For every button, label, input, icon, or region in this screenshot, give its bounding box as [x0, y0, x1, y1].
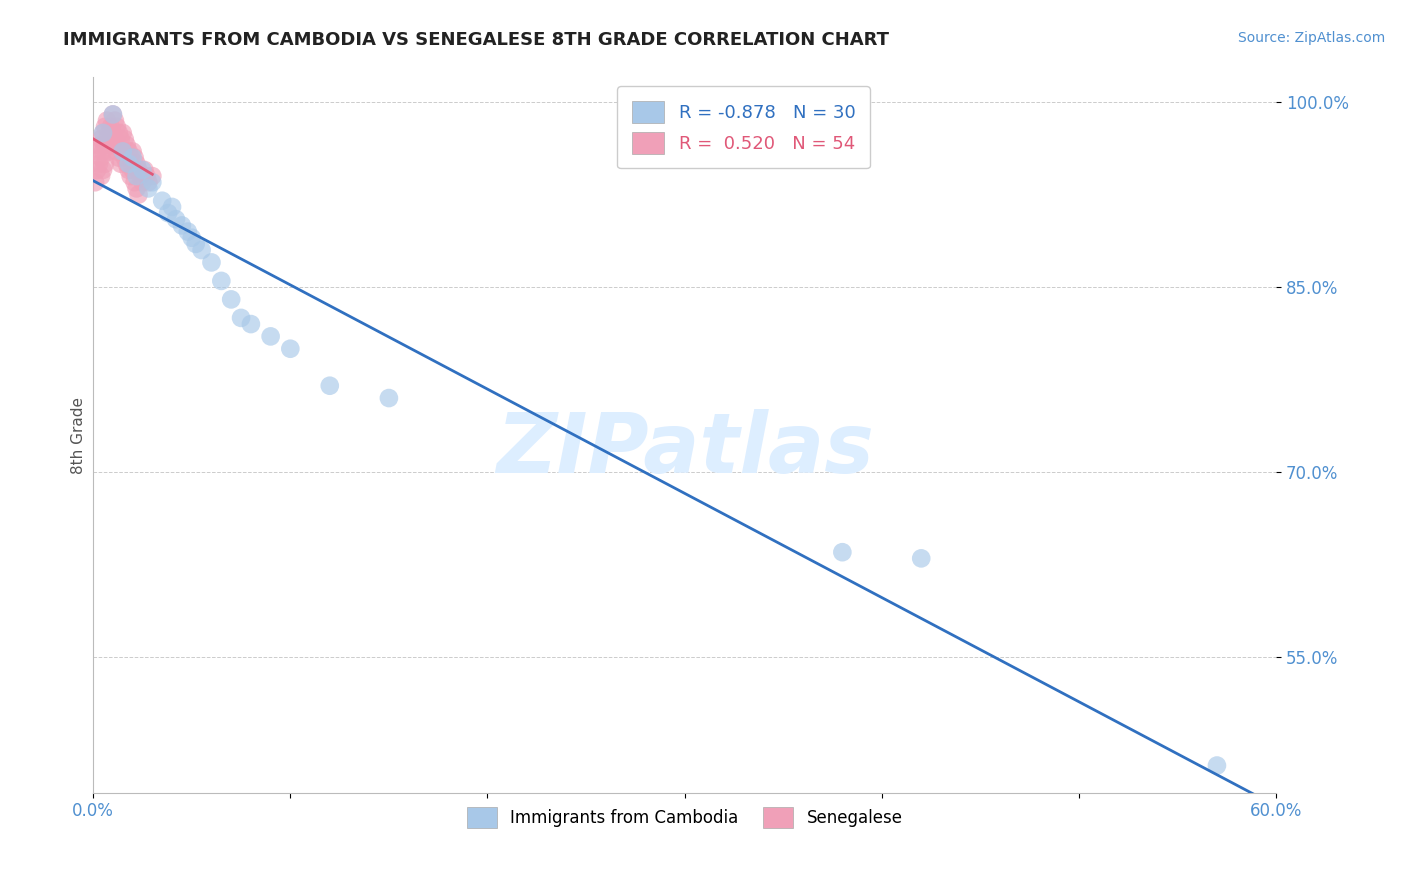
Point: [108, 126, 131, 140]
Point: [105, 120, 128, 134]
Point: [131, 175, 153, 189]
Point: [134, 162, 156, 177]
Point: [100, 120, 122, 134]
Point: [128, 187, 150, 202]
Point: [87, 138, 110, 153]
Point: [100, 138, 122, 153]
Point: [101, 107, 124, 121]
Point: [378, 391, 401, 405]
Point: [124, 151, 146, 165]
Point: [90, 169, 112, 183]
Point: [111, 145, 134, 159]
Point: [165, 212, 187, 227]
Point: [96, 113, 118, 128]
Point: [121, 151, 143, 165]
Text: Source: ZipAtlas.com: Source: ZipAtlas.com: [1237, 31, 1385, 45]
Point: [101, 126, 124, 140]
Point: [160, 200, 183, 214]
Point: [94, 120, 117, 134]
Point: [1206, 758, 1229, 772]
Point: [120, 151, 142, 165]
Point: [138, 175, 160, 189]
Point: [115, 157, 138, 171]
Point: [278, 342, 301, 356]
Point: [259, 329, 281, 343]
Point: [105, 145, 128, 159]
Point: [91, 126, 114, 140]
Point: [121, 162, 143, 177]
Point: [138, 181, 160, 195]
Point: [125, 181, 148, 195]
Point: [239, 317, 262, 331]
Point: [90, 132, 112, 146]
Point: [115, 138, 138, 153]
Point: [129, 169, 152, 183]
Point: [121, 145, 143, 159]
Point: [170, 219, 193, 233]
Point: [94, 138, 117, 153]
Point: [135, 169, 157, 183]
Point: [86, 162, 108, 177]
Point: [157, 206, 180, 220]
Point: [91, 145, 114, 159]
Point: [86, 145, 108, 159]
Point: [177, 225, 200, 239]
Point: [118, 162, 141, 177]
Point: [219, 293, 242, 307]
Point: [128, 162, 150, 177]
Point: [229, 310, 252, 325]
Point: [190, 243, 212, 257]
Point: [118, 157, 141, 171]
Point: [114, 151, 136, 165]
Point: [87, 157, 110, 171]
Point: [118, 145, 141, 159]
Y-axis label: 8th Grade: 8th Grade: [72, 397, 86, 474]
Point: [124, 175, 146, 189]
Point: [141, 175, 163, 189]
Point: [84, 175, 107, 189]
Text: ZIPatlas: ZIPatlas: [496, 409, 873, 490]
Text: IMMIGRANTS FROM CAMBODIA VS SENEGALESE 8TH GRADE CORRELATION CHART: IMMIGRANTS FROM CAMBODIA VS SENEGALESE 8…: [63, 31, 889, 49]
Point: [209, 274, 232, 288]
Point: [111, 126, 134, 140]
Point: [910, 551, 932, 566]
Point: [97, 126, 120, 140]
Point: [125, 157, 148, 171]
Point: [91, 162, 114, 177]
Point: [108, 151, 131, 165]
Point: [131, 162, 153, 177]
Point: [111, 145, 134, 159]
Point: [104, 113, 127, 128]
Point: [104, 132, 127, 146]
Point: [319, 378, 342, 392]
Point: [94, 157, 117, 171]
Point: [101, 107, 124, 121]
Point: [120, 169, 142, 183]
Point: [125, 169, 148, 183]
Point: [150, 194, 173, 208]
Point: [141, 169, 163, 183]
Point: [184, 236, 207, 251]
Point: [90, 151, 112, 165]
Point: [180, 231, 202, 245]
Point: [110, 157, 132, 171]
Point: [96, 132, 118, 146]
Point: [91, 126, 114, 140]
Point: [110, 132, 132, 146]
Point: [831, 545, 853, 559]
Legend: Immigrants from Cambodia, Senegalese: Immigrants from Cambodia, Senegalese: [460, 801, 910, 834]
Point: [97, 145, 120, 159]
Point: [114, 132, 136, 146]
Point: [200, 255, 222, 269]
